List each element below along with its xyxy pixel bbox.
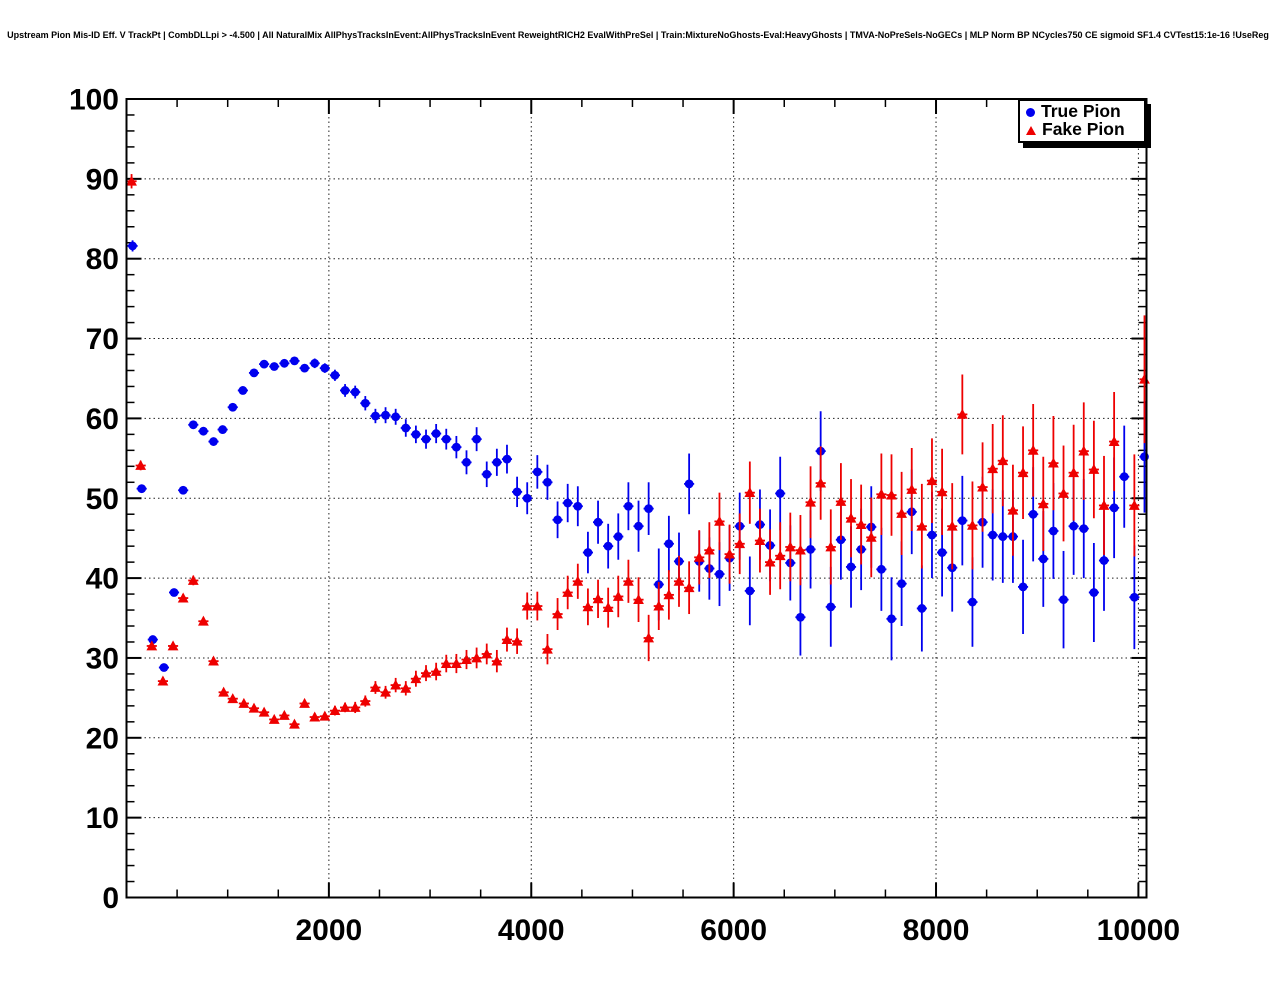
legend-label-fake-pion: Fake Pion <box>1042 119 1125 140</box>
y-axis-tick-label: 10 <box>86 802 119 835</box>
x-axis-tick-label: 10000 <box>1097 914 1180 947</box>
y-axis-tick-label: 90 <box>86 163 119 196</box>
legend: True Pion Fake Pion <box>1018 99 1146 143</box>
y-axis-tick-label: 50 <box>86 483 119 516</box>
x-axis-tick-label: 4000 <box>498 914 565 947</box>
gridlines <box>126 99 1147 898</box>
circle-marker-icon <box>1026 107 1035 117</box>
legend-item-true-pion: True Pion <box>1026 103 1144 121</box>
y-axis-tick-label: 30 <box>86 642 119 675</box>
data-points <box>126 174 1150 729</box>
y-axis-tick-label: 20 <box>86 722 119 755</box>
y-axis-tick-label: 70 <box>86 323 119 356</box>
legend-label-true-pion: True Pion <box>1041 101 1121 122</box>
x-axis-tick-label: 6000 <box>700 914 767 947</box>
y-axis-tick-label: 0 <box>102 882 119 915</box>
axis-ticks <box>126 99 1147 898</box>
triangle-marker-icon <box>1026 125 1036 135</box>
y-axis-tick-label: 100 <box>69 84 119 117</box>
x-axis-tick-label: 2000 <box>296 914 363 947</box>
y-axis-tick-label: 60 <box>86 403 119 436</box>
legend-item-fake-pion: Fake Pion <box>1026 121 1144 139</box>
series-fake-pion <box>126 174 1150 729</box>
x-axis-tick-label: 8000 <box>903 914 970 947</box>
plot-title: Upstream Pion Mis-ID Eff. V TrackPt | Co… <box>7 30 1269 40</box>
axis-labels: 2000 4000 6000 8000 10000 0 10 20 30 40 50 60 70 80 90… <box>69 84 1180 948</box>
y-axis-tick-label: 80 <box>86 243 119 276</box>
y-axis-tick-label: 40 <box>86 563 119 596</box>
